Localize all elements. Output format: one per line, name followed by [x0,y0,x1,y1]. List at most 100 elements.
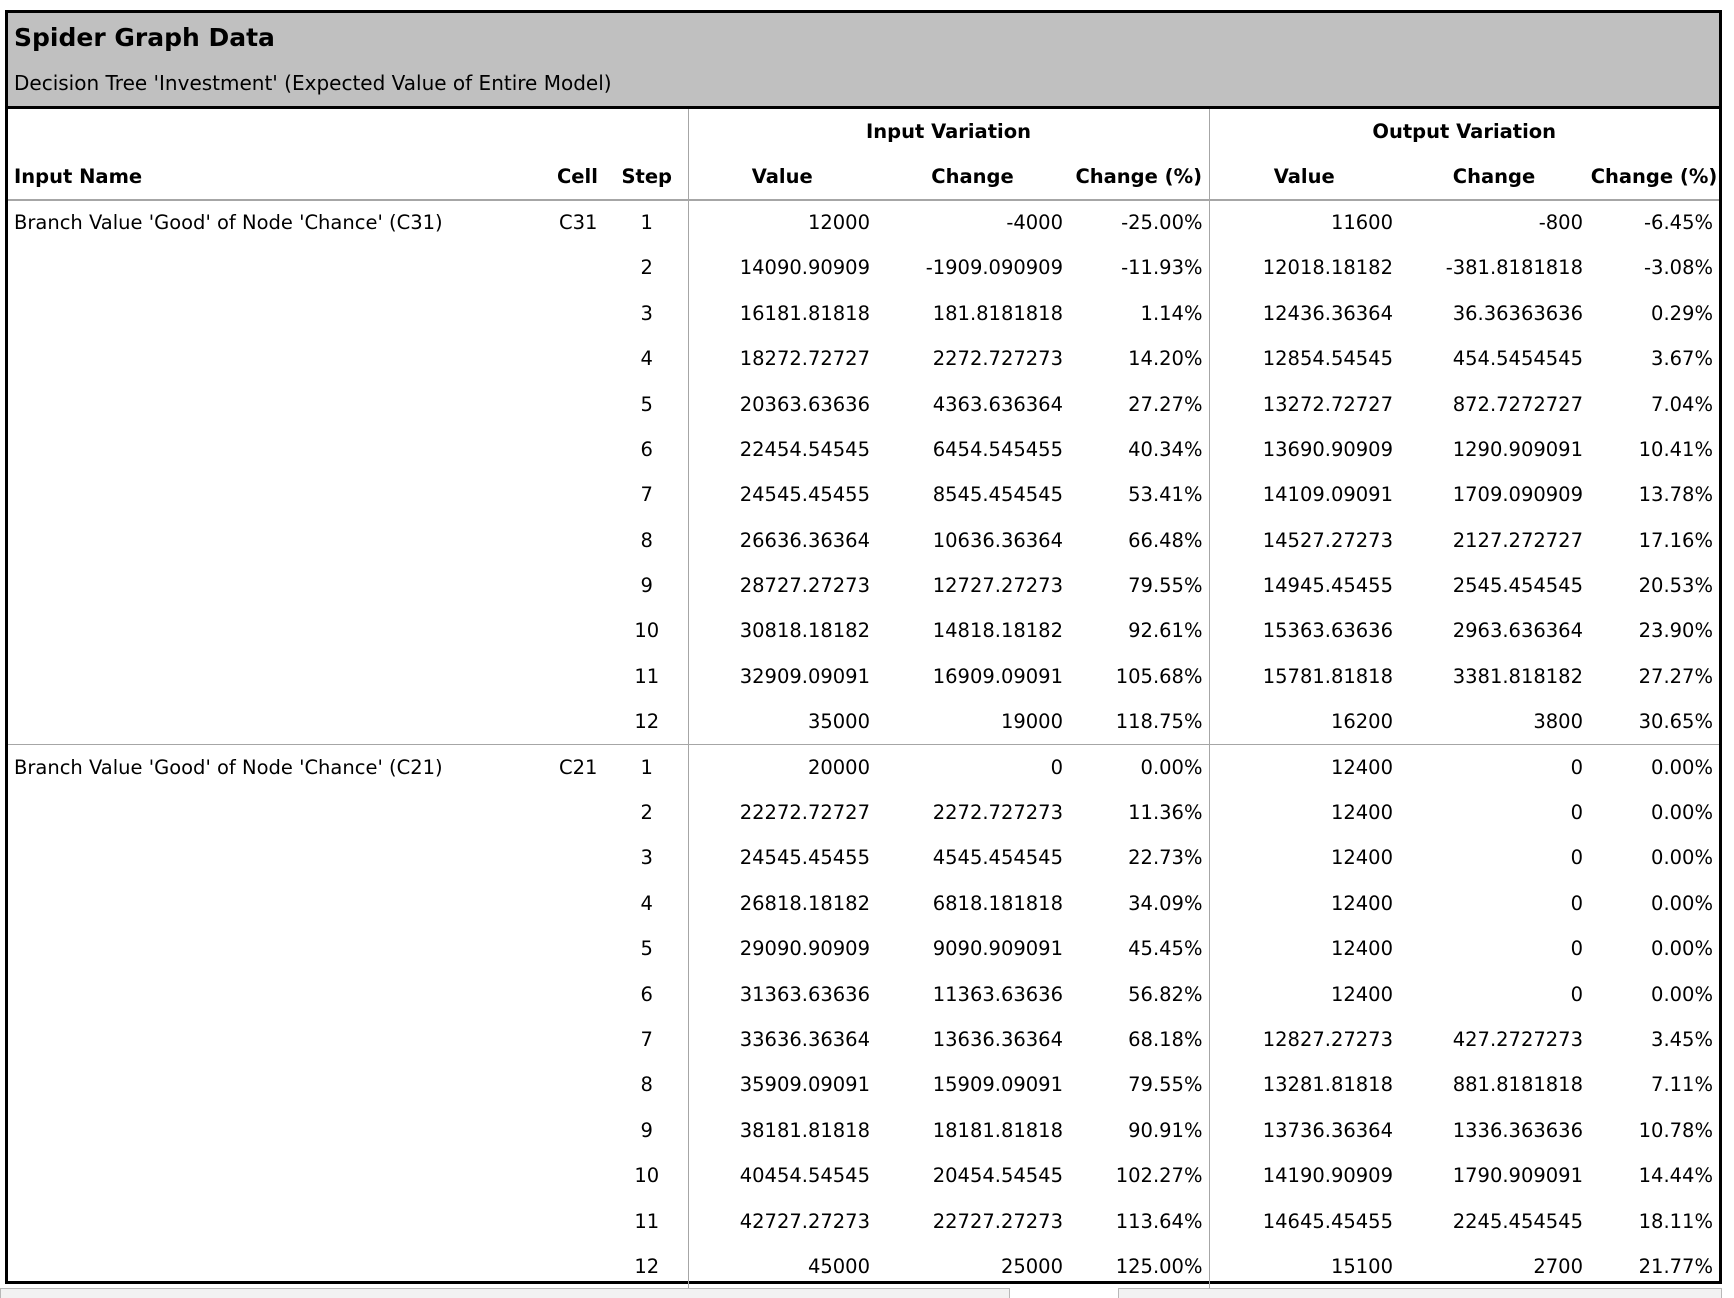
input-change-cell: 4545.454545 [932,846,1063,870]
input-name-cell [8,336,551,381]
table-row: 11 42727.27273 22727.27273 113.64% 14645.454… [8,1198,1719,1244]
output-change-pct-cell: 0.00% [1589,743,1719,790]
column-header-input-value: Value [687,154,876,201]
input-change-pct-cell: 22.73% [1128,846,1203,870]
input-name-cell [8,699,551,744]
table-row: 3 16181.81818 181.8181818 1.14% 12436.36364 3… [8,290,1719,336]
input-change-pct-cell: 53.41% [1128,483,1203,507]
output-change-cell: 1290.909091 [1452,437,1583,461]
output-value-cell: 12400 [1208,743,1399,790]
output-value-cell: 12400 [1208,971,1399,1017]
sheet-scrollbar[interactable] [1118,1288,1722,1298]
table-row: 6 31363.63636 11363.63636 56.82% 12400 0 0.00% [8,971,1719,1017]
cell-ref-cell [551,427,606,472]
input-name-cell [8,1244,551,1289]
table-row: 2 14090.90909 -1909.090909 -11.93% 12018.181… [8,245,1719,291]
input-change-pct-cell: 66.48% [1128,528,1203,552]
step-cell: 8 [640,1073,653,1097]
output-change-pct-cell: 0.29% [1651,301,1713,325]
input-change-cell: -1909.090909 [925,256,1063,280]
output-change-cell: 427.2727273 [1452,1028,1583,1051]
cell-ref-cell: C31 [559,211,598,235]
table-row: 10 40454.54545 20454.54545 102.27% 14190.909… [8,1152,1719,1199]
step-cell: 4 [640,347,653,371]
table-row: 12 35000 19000 118.75% 16200 3800 30.65% [8,699,1719,745]
column-header-input-change: Change [876,154,1069,201]
table-row: 5 29090.90909 9090.909091 45.45% 12400 0 0.00% [8,926,1719,972]
cell-ref-cell [551,699,606,744]
step-cell: 3 [640,846,653,870]
output-change-cell: 3800 [1533,710,1583,734]
table-row: 8 26636.36364 10636.36364 66.48% 14527.27273… [8,517,1719,563]
cell-ref-cell [551,790,606,835]
step-cell: 12 [634,1254,660,1278]
input-value-cell: 40454.54545 [687,1152,876,1199]
input-value-cell: 29090.90909 [687,926,876,972]
table-row: 2 22272.72727 2272.727273 11.36% 12400 0 0.00% [8,789,1719,836]
step-cell: 4 [640,891,653,915]
input-change-pct-cell: 34.09% [1128,891,1203,915]
spider-data-table: Input Variation Output Variation Input N… [8,109,1719,1290]
input-change-cell: 13636.36364 [932,1028,1063,1051]
step-cell: 5 [640,392,653,416]
input-change-pct-cell: 56.82% [1128,982,1203,1006]
input-value-cell: 20000 [687,743,876,790]
column-header-input-name: Input Name [8,154,551,201]
report-header: Spider Graph Data Decision Tree 'Investm… [8,13,1719,109]
input-name-cell [8,835,551,880]
input-value-cell: 18272.72727 [687,335,876,382]
cell-ref-cell [551,881,606,926]
table-row: 4 26818.18182 6818.181818 34.09% 12400 0 0.00% [8,880,1719,927]
output-change-pct-cell: 10.78% [1638,1118,1713,1142]
input-value-cell: 24545.45455 [687,472,876,518]
output-change-cell: 0 [1570,982,1583,1006]
table-row: 3 24545.45455 4545.454545 22.73% 12400 0 0.00% [8,835,1719,881]
input-change-pct-cell: 92.61% [1128,619,1203,643]
cell-ref-cell [551,654,606,699]
step-cell: 9 [640,574,653,598]
input-change-pct-cell: 45.45% [1128,937,1203,961]
input-name-cell [8,881,551,926]
input-change-pct-cell: 1.14% [1140,301,1203,325]
input-name-cell [8,472,551,517]
input-name-cell [8,790,551,835]
output-change-cell: 36.36363636 [1452,301,1583,325]
input-change-pct-cell: 27.27% [1128,392,1203,416]
output-change-cell: -800 [1538,211,1583,235]
cell-ref-cell [551,1108,606,1153]
table-row: 6 22454.54545 6454.545455 40.34% 13690.90909… [8,426,1719,473]
output-change-pct-cell: 0.00% [1651,937,1713,961]
input-change-cell: 14818.18182 [932,619,1063,643]
input-change-pct-cell: 102.27% [1115,1164,1203,1188]
table-row: Branch Value 'Good' of Node 'Chance' (C3… [8,199,1719,246]
column-header-input-change-pct: Change (%) [1069,154,1209,201]
table-row: 10 30818.18182 14818.18182 92.61% 15363.6363… [8,608,1719,654]
horizontal-scrollbar[interactable] [0,1288,1010,1298]
output-value-cell: 13272.72727 [1208,381,1399,427]
input-change-pct-cell: 118.75% [1115,710,1203,734]
output-value-cell: 13281.81818 [1208,1062,1399,1108]
input-name-cell: Branch Value 'Good' of Node 'Chance' (C2… [8,743,551,790]
input-change-pct-cell: -25.00% [1121,211,1203,235]
input-change-pct-cell: 14.20% [1128,347,1203,371]
output-change-cell: -381.8181818 [1445,256,1583,280]
column-header-output-change-pct: Change (%) [1589,154,1719,201]
input-value-cell: 42727.27273 [687,1198,876,1244]
output-change-pct-cell: 17.16% [1638,528,1713,552]
input-change-cell: 6454.545455 [932,437,1063,461]
output-value-cell: 14109.09091 [1208,472,1399,518]
input-change-pct-cell: 113.64% [1115,1209,1203,1233]
input-value-cell: 14090.90909 [687,245,876,291]
output-change-pct-cell: 13.78% [1638,483,1713,507]
output-value-cell: 15781.81818 [1208,653,1399,700]
output-change-pct-cell: -3.08% [1644,256,1713,280]
input-name-cell [8,654,551,699]
group-header-row: Input Variation Output Variation [8,109,1719,155]
step-cell: 8 [640,528,653,552]
input-value-cell: 32909.09091 [687,653,876,700]
cell-ref-cell [551,1244,606,1289]
input-change-pct-cell: 90.91% [1128,1118,1203,1142]
report-title: Spider Graph Data [14,23,275,52]
output-change-cell: 2700 [1533,1254,1583,1278]
cell-ref-cell [551,1198,606,1243]
